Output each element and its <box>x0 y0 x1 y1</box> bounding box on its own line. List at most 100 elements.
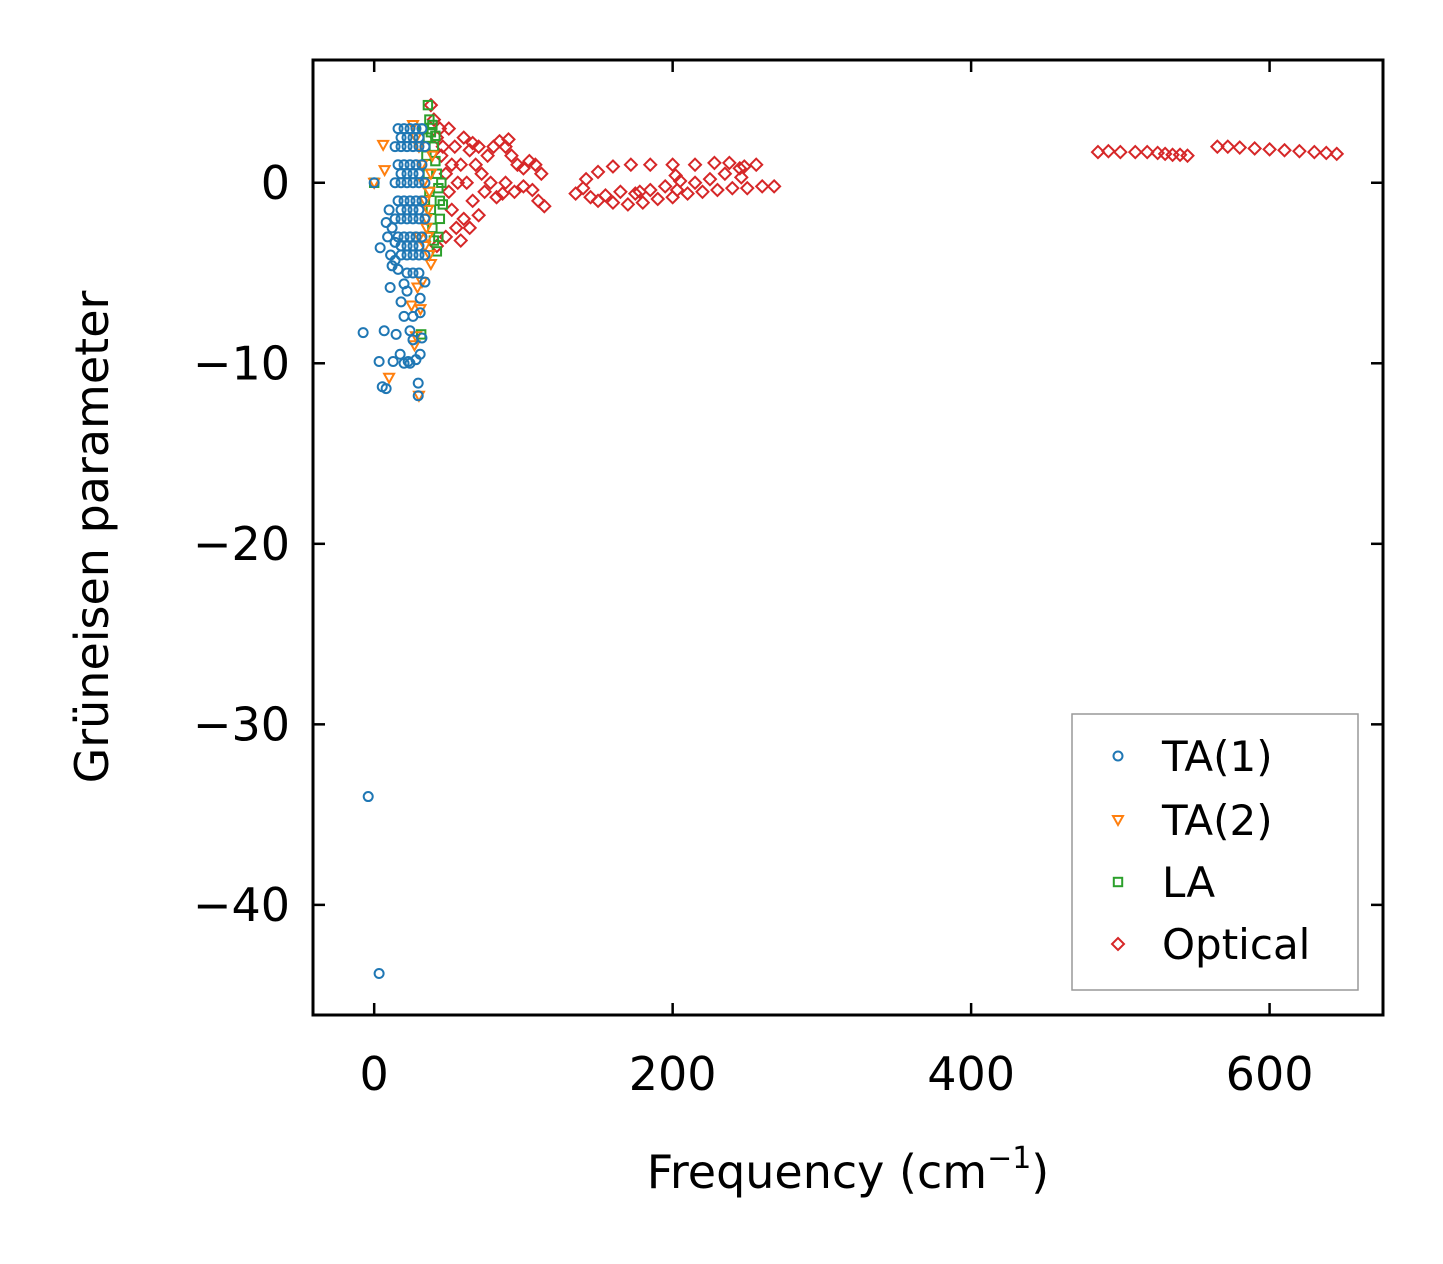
data-point-ta1 <box>413 204 425 216</box>
data-point-optical <box>1100 143 1116 159</box>
data-point-ta2 <box>376 139 390 152</box>
data-point-ta1 <box>362 791 374 803</box>
x-tick-label: 400 <box>927 1047 1015 1101</box>
data-point-ta1 <box>413 240 425 252</box>
data-point-optical <box>507 184 522 200</box>
data-point-ta1 <box>419 276 431 288</box>
data-point-ta1 <box>412 390 424 402</box>
data-point-optical <box>521 153 537 169</box>
y-tick-label: −40 <box>193 878 290 932</box>
data-point-ta1 <box>407 267 419 279</box>
y-tick-label: −30 <box>193 697 290 751</box>
data-point-ta1 <box>413 132 425 144</box>
data-point-ta1 <box>389 141 401 153</box>
data-point-optical <box>477 184 493 200</box>
data-point-optical <box>462 220 478 236</box>
data-point-optical <box>732 160 748 176</box>
data-point-la <box>437 199 449 210</box>
data-point-optical <box>501 132 516 147</box>
data-point-optical <box>669 182 685 198</box>
data-point-ta1 <box>368 177 380 189</box>
data-point-optical <box>568 186 584 202</box>
data-point-optical <box>444 157 460 173</box>
data-point-ta1 <box>373 355 385 367</box>
data-point-optical <box>465 193 481 209</box>
data-point-optical <box>717 166 733 182</box>
data-point-optical <box>1318 145 1334 161</box>
data-points <box>357 97 1345 979</box>
data-point-optical <box>687 157 703 173</box>
data-point-optical <box>733 169 749 185</box>
data-point-ta1 <box>380 216 392 228</box>
data-point-ta1 <box>395 240 407 252</box>
data-point-optical <box>668 168 684 183</box>
data-point-ta2 <box>406 119 420 133</box>
data-point-optical <box>736 159 752 174</box>
data-point-ta1 <box>398 310 410 322</box>
data-point-optical <box>423 97 439 113</box>
legend-label-ta1: TA(1) <box>1161 732 1273 781</box>
data-point-ta1 <box>407 204 419 216</box>
data-point-ta1 <box>395 204 407 216</box>
data-point-ta2 <box>382 372 396 385</box>
data-point-optical <box>1090 144 1106 160</box>
data-point-ta1 <box>413 168 425 180</box>
data-point-ta1 <box>416 332 428 344</box>
data-point-optical <box>578 171 594 187</box>
data-point-optical <box>441 184 457 200</box>
data-point-optical <box>721 155 737 171</box>
data-point-ta1 <box>401 204 413 216</box>
data-point-optical <box>1209 139 1225 155</box>
data-point-optical <box>605 195 621 211</box>
data-point-optical <box>650 191 666 207</box>
data-point-ta1 <box>389 177 401 189</box>
data-point-optical <box>465 135 481 151</box>
data-point-ta1 <box>401 132 413 144</box>
data-point-ta1 <box>414 292 426 304</box>
x-axis-label-sup: −1 <box>987 1141 1031 1176</box>
data-point-ta1 <box>383 204 395 216</box>
data-point-optical <box>695 184 710 200</box>
data-point-optical <box>536 198 552 214</box>
data-point-optical <box>642 157 658 173</box>
y-tick-label: −10 <box>193 336 290 390</box>
data-point-optical <box>635 195 651 211</box>
data-point-ta1 <box>407 168 419 180</box>
legend-label-optical: Optical <box>1162 920 1310 969</box>
data-point-optical <box>575 180 591 196</box>
data-point-optical <box>707 155 722 171</box>
x-axis-label: Frequency (cm−1) <box>647 1141 1050 1199</box>
data-point-optical <box>680 186 695 202</box>
data-point-ta1 <box>407 132 419 144</box>
y-tick-label: −20 <box>193 517 290 571</box>
data-point-ta2 <box>421 204 435 217</box>
data-point-ta1 <box>374 242 386 254</box>
data-point-ta2 <box>422 249 437 263</box>
data-point-optical <box>447 139 463 155</box>
data-point-ta1 <box>389 213 401 225</box>
data-point-optical <box>598 187 613 203</box>
data-point-optical <box>1306 144 1322 160</box>
data-point-ta1 <box>382 231 394 243</box>
data-point-ta1 <box>407 240 419 252</box>
data-point-optical <box>471 207 487 223</box>
data-point-ta1 <box>413 267 425 279</box>
data-point-optical <box>1329 146 1345 162</box>
data-point-ta1 <box>395 296 407 308</box>
data-point-optical <box>1262 141 1277 157</box>
data-point-ta1 <box>380 383 392 395</box>
data-point-ta2 <box>377 165 392 178</box>
data-point-optical <box>583 189 598 205</box>
data-point-la <box>424 114 435 125</box>
data-point-optical <box>498 175 513 191</box>
data-point-la <box>427 119 438 131</box>
data-point-optical <box>495 186 510 202</box>
data-point-ta2 <box>424 168 438 181</box>
data-point-ta1 <box>387 355 399 367</box>
legend-marker-ta1 <box>1112 750 1124 762</box>
data-point-la <box>422 99 434 111</box>
data-point-optical <box>724 180 740 196</box>
data-point-ta1 <box>404 325 416 337</box>
data-point-ta1 <box>401 240 413 252</box>
